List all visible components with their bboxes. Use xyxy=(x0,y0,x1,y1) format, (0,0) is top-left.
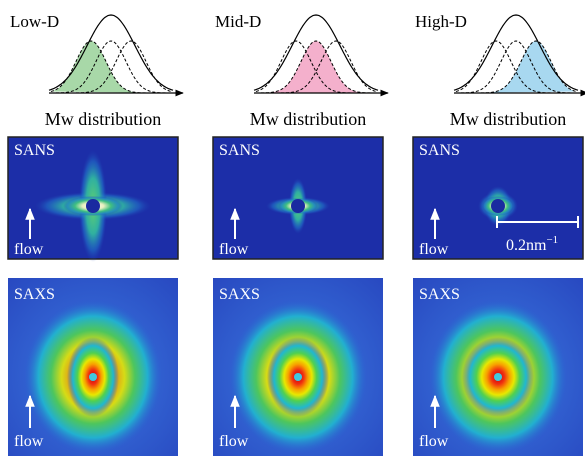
beam-stop xyxy=(491,199,505,213)
axis-label: Mw distribution xyxy=(450,109,567,129)
envelope-curve xyxy=(48,14,174,91)
column-label: Mid-D xyxy=(215,12,261,31)
beam-center xyxy=(494,373,502,381)
component-curve xyxy=(256,40,376,94)
component-fill xyxy=(51,41,171,93)
component-curve xyxy=(51,40,171,94)
flow-label: flow xyxy=(219,241,249,258)
scale-bar-exponent: −1 xyxy=(546,234,558,246)
flow-label: flow xyxy=(419,241,449,258)
envelope-curve xyxy=(453,14,579,91)
component-curve xyxy=(456,40,576,94)
component-fill xyxy=(256,41,376,93)
beam-stop xyxy=(86,199,100,213)
scale-bar-base: 0.2nm xyxy=(506,237,547,254)
column-label: High-D xyxy=(415,12,467,31)
scale-bar-label: 0.2nm−1 xyxy=(506,234,558,254)
beam-center xyxy=(89,373,97,381)
flow-label: flow xyxy=(419,433,449,450)
beam-center xyxy=(294,373,302,381)
flow-label: flow xyxy=(14,241,44,258)
flow-label: flow xyxy=(14,433,44,450)
envelope-curve xyxy=(253,14,379,91)
axis-label: Mw distribution xyxy=(250,109,367,129)
panel-title: SANS xyxy=(14,142,55,159)
panel-title: SAXS xyxy=(219,286,260,303)
column-label: Low-D xyxy=(10,12,59,31)
panel-title: SAXS xyxy=(14,286,55,303)
flow-label: flow xyxy=(219,433,249,450)
component-fill xyxy=(456,41,576,93)
beam-stop xyxy=(291,199,305,213)
panel-title: SAXS xyxy=(419,286,460,303)
panel-title: SANS xyxy=(419,142,460,159)
panel-title: SANS xyxy=(219,142,260,159)
axis-label: Mw distribution xyxy=(45,109,162,129)
